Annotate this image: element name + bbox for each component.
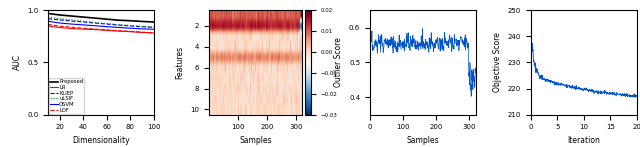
OSVM (92, 25, 99, 27)
OSVM (56, 22, 63, 24)
OSVM (127, 27, 134, 29)
Proposed (150, 21, 157, 23)
uLSIF (103, 23, 111, 25)
Y-axis label: Objective Score: Objective Score (493, 32, 502, 92)
LOF (150, 32, 157, 34)
KLIEP (44, 18, 52, 20)
KLIEP (56, 19, 63, 21)
OSVM (150, 28, 157, 30)
Proposed (103, 18, 111, 20)
KLIEP (115, 24, 122, 26)
Proposed (79, 16, 87, 18)
Line: uLSIF: uLSIF (48, 17, 154, 27)
Line: Proposed: Proposed (48, 13, 154, 22)
LR (79, 28, 87, 30)
uLSIF (138, 26, 146, 27)
KLIEP (92, 22, 99, 24)
X-axis label: Samples: Samples (406, 136, 439, 145)
LR (56, 27, 63, 28)
KLIEP (68, 20, 76, 22)
uLSIF (150, 26, 157, 28)
KLIEP (138, 26, 146, 28)
OSVM (79, 24, 87, 26)
Legend: Proposed, LR, KLIEP, uLSIF, OSVM, LOF: Proposed, LR, KLIEP, uLSIF, OSVM, LOF (49, 78, 84, 114)
Proposed (115, 19, 122, 21)
X-axis label: Iteration: Iteration (568, 136, 600, 145)
KLIEP (103, 23, 111, 25)
LOF (138, 31, 146, 33)
Y-axis label: Features: Features (176, 46, 185, 79)
LOF (103, 29, 111, 31)
uLSIF (56, 18, 63, 20)
LOF (44, 24, 52, 25)
Line: OSVM: OSVM (48, 21, 154, 29)
LR (103, 29, 111, 31)
Proposed (127, 20, 134, 22)
OSVM (138, 28, 146, 30)
LOF (68, 26, 76, 28)
OSVM (103, 26, 111, 27)
uLSIF (92, 22, 99, 24)
X-axis label: Samples: Samples (239, 136, 272, 145)
Y-axis label: Outlier Score: Outlier Score (335, 37, 344, 87)
LOF (115, 30, 122, 31)
Y-axis label: AUC: AUC (12, 55, 22, 70)
LR (150, 32, 157, 34)
LR (68, 28, 76, 29)
LR (115, 30, 122, 32)
LR (92, 29, 99, 30)
uLSIF (44, 16, 52, 18)
OSVM (68, 23, 76, 25)
Proposed (68, 15, 76, 17)
Proposed (138, 21, 146, 22)
Proposed (92, 17, 99, 19)
Line: LR: LR (48, 26, 154, 33)
KLIEP (127, 25, 134, 27)
OSVM (44, 20, 52, 22)
KLIEP (150, 26, 157, 28)
X-axis label: Dimensionality: Dimensionality (72, 136, 130, 145)
Proposed (56, 14, 63, 16)
KLIEP (79, 21, 87, 23)
uLSIF (68, 19, 76, 21)
uLSIF (115, 24, 122, 26)
LOF (56, 25, 63, 27)
LR (44, 25, 52, 27)
LOF (127, 30, 134, 32)
OSVM (115, 27, 122, 28)
LOF (79, 27, 87, 29)
Proposed (44, 12, 52, 14)
LOF (92, 28, 99, 30)
LR (138, 32, 146, 33)
LR (127, 31, 134, 33)
uLSIF (127, 25, 134, 26)
Line: KLIEP: KLIEP (48, 19, 154, 27)
uLSIF (79, 20, 87, 22)
Line: LOF: LOF (48, 24, 154, 33)
